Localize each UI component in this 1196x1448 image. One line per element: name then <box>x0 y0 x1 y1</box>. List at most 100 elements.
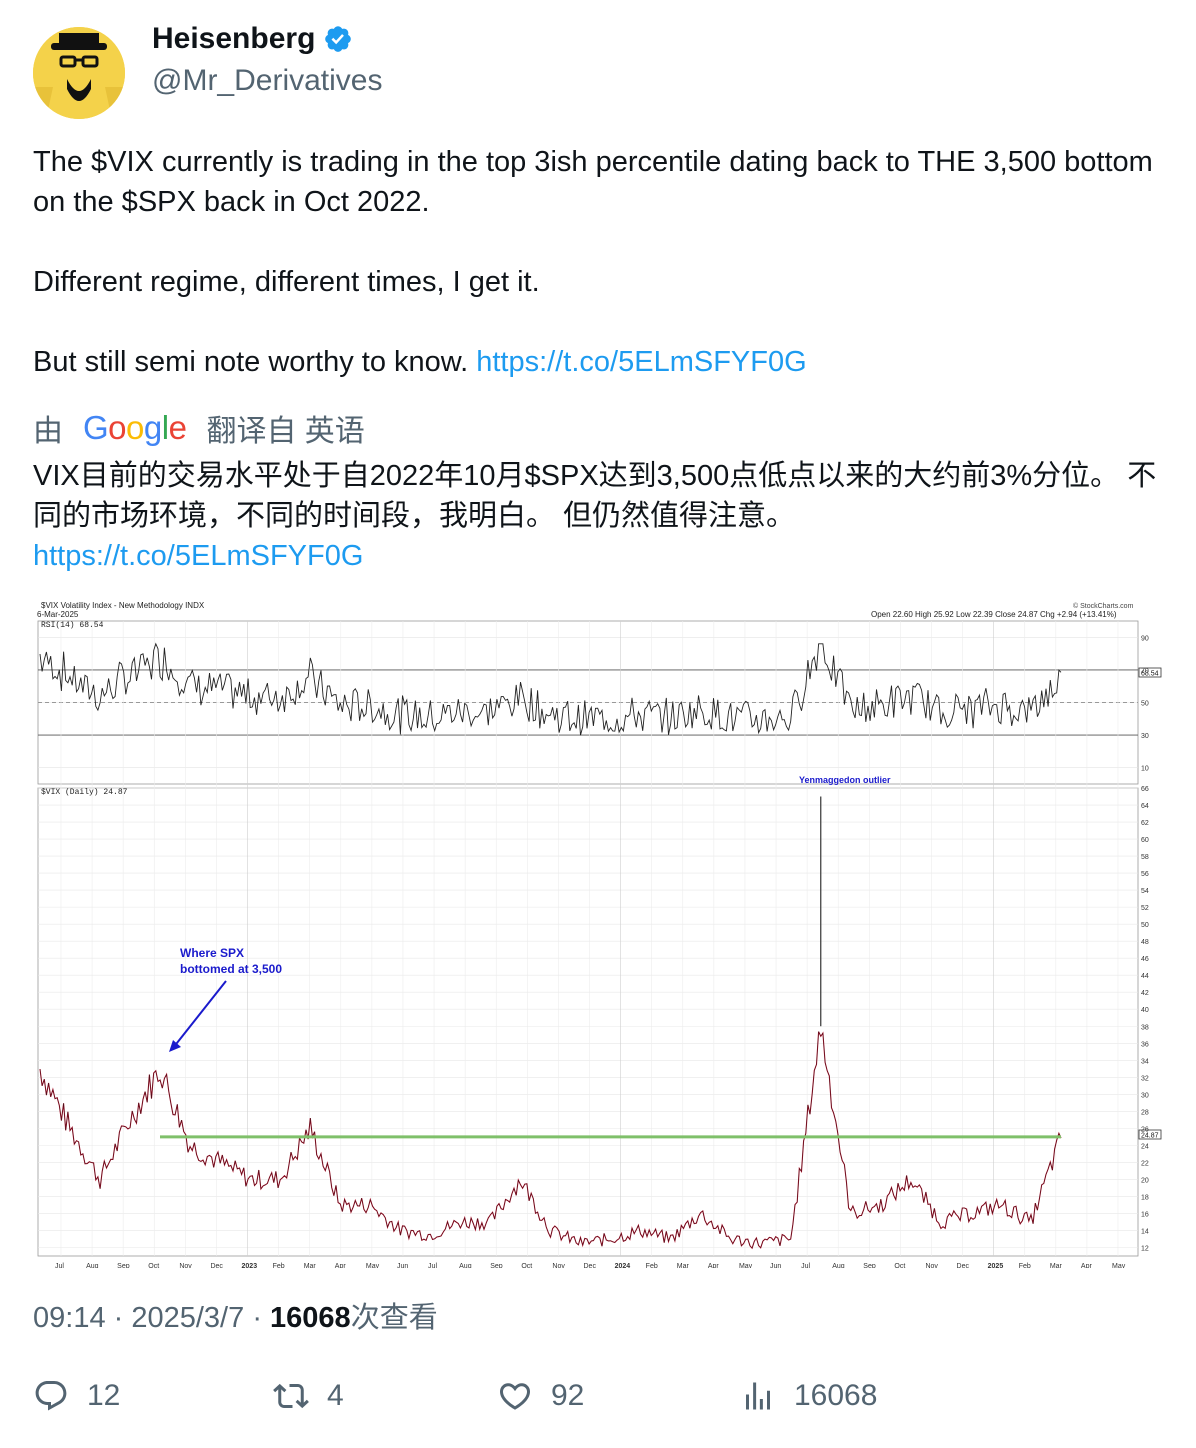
price-tick-label: 42 <box>1141 990 1149 997</box>
x-tick-label: 2023 <box>242 1263 258 1268</box>
x-tick-label: Oct <box>894 1263 905 1268</box>
verified-badge-icon <box>325 26 352 52</box>
rsi-tick-label: 70 <box>1141 668 1149 675</box>
x-tick-label: 2025 <box>988 1263 1004 1268</box>
x-tick-label: May <box>366 1263 380 1268</box>
avatar[interactable] <box>33 27 125 119</box>
price-tick-label: 64 <box>1141 803 1149 810</box>
price-tick-label: 56 <box>1141 871 1149 878</box>
price-tick-label: 18 <box>1141 1194 1149 1201</box>
x-tick-label: Jun <box>397 1263 408 1268</box>
x-tick-label: Sep <box>490 1263 503 1268</box>
x-tick-label: Nov <box>552 1263 565 1268</box>
tweet-paragraph-3-text: But still semi note worthy to know. <box>33 346 477 378</box>
translated-text: VIX目前的交易水平处于自2022年10月$SPX达到3,500点低点以来的大约… <box>33 456 1163 576</box>
x-tick-label: Dec <box>584 1263 597 1268</box>
rsi-tick-label: 30 <box>1141 733 1149 740</box>
price-tick-label: 30 <box>1141 1092 1149 1099</box>
x-tick-label: Aug <box>86 1263 99 1268</box>
price-panel-frame <box>37 787 1139 1257</box>
x-tick-label: Nov <box>925 1263 938 1268</box>
rsi-tick-label: 90 <box>1141 635 1149 642</box>
price-tick-label: 44 <box>1141 973 1149 980</box>
chart-header-ohlc: Open 22.60 High 25.92 Low 22.39 Close 24… <box>871 610 1117 619</box>
x-tick-label: Mar <box>1050 1263 1063 1268</box>
price-tick-label: 62 <box>1141 820 1149 827</box>
vix-chart: $VIX Volatility Index - New Methodology … <box>37 601 1162 1268</box>
price-tick-label: 38 <box>1141 1024 1149 1031</box>
annotation-spx-arrow <box>172 980 227 1049</box>
x-tick-label: Mar <box>677 1263 690 1268</box>
like-button[interactable]: 92 <box>497 1378 584 1414</box>
x-tick-label: Nov <box>179 1263 192 1268</box>
price-tick-label: 40 <box>1141 1007 1149 1014</box>
x-tick-label: Oct <box>521 1263 532 1268</box>
tweet-date[interactable]: 2025/3/7 <box>131 1302 245 1334</box>
repost-icon <box>273 1383 309 1409</box>
x-tick-label: Apr <box>1081 1263 1093 1268</box>
action-bar: 12 4 92 16068 <box>0 1378 1196 1422</box>
chart-header-title: $VIX Volatility Index - New Methodology … <box>41 601 205 610</box>
avatar-heisenberg-icon <box>33 27 125 119</box>
x-tick-label: Oct <box>148 1263 159 1268</box>
x-tick-label: May <box>739 1263 753 1268</box>
price-tick-label: 22 <box>1141 1160 1149 1167</box>
price-value-tag-text: 24.87 <box>1141 1133 1159 1140</box>
x-tick-label: May <box>1112 1263 1126 1268</box>
price-tick-label: 46 <box>1141 956 1149 963</box>
annotation-spx-line1: Where SPX <box>180 946 244 960</box>
price-tick-label: 34 <box>1141 1058 1149 1065</box>
tweet-link[interactable]: https://t.co/5ELmSFYF0G <box>476 346 807 378</box>
annotation-yenmaggedon: Yenmaggedon outlier <box>799 775 891 785</box>
x-tick-label: Sep <box>863 1263 876 1268</box>
price-tick-label: 26 <box>1141 1126 1149 1133</box>
rsi-tick-label: 10 <box>1141 766 1149 773</box>
x-tick-label: Feb <box>646 1263 658 1268</box>
translation-header: 由 Google 翻译自 英语 <box>33 406 365 450</box>
price-tick-label: 14 <box>1141 1228 1149 1235</box>
x-tick-label: Sep <box>117 1263 130 1268</box>
translated-paragraph: VIX目前的交易水平处于自2022年10月$SPX达到3,500点低点以来的大约… <box>33 460 1157 532</box>
vix-price-series <box>39 1031 1062 1250</box>
translated-link[interactable]: https://t.co/5ELmSFYF0G <box>33 540 364 572</box>
views-action-count: 16068 <box>794 1379 878 1412</box>
price-tick-label: 36 <box>1141 1041 1149 1048</box>
x-tick-label: Dec <box>210 1263 223 1268</box>
reply-button[interactable]: 12 <box>33 1378 120 1414</box>
chart-watermark: © StockCharts.com <box>1073 602 1134 610</box>
chart-header-date: 6-Mar-2025 <box>37 610 79 619</box>
x-tick-label: Feb <box>1019 1263 1031 1268</box>
tweet-text: The $VIX currently is trading in the top… <box>33 142 1173 382</box>
price-tick-label: 16 <box>1141 1211 1149 1218</box>
price-tick-label: 24 <box>1141 1143 1149 1150</box>
annotation-spx-arrowhead <box>169 1040 181 1052</box>
translation-by-label: 由 <box>33 415 63 448</box>
google-logo: Google <box>83 409 187 446</box>
tweet-paragraph-1: The $VIX currently is trading in the top… <box>33 146 1153 218</box>
price-tick-label: 60 <box>1141 837 1149 844</box>
repost-button[interactable]: 4 <box>273 1378 344 1414</box>
views-button[interactable]: 16068 <box>740 1378 877 1414</box>
display-name[interactable]: Heisenberg <box>152 22 316 55</box>
price-tick-label: 66 <box>1141 786 1149 793</box>
repost-count: 4 <box>327 1379 344 1412</box>
x-tick-label: 2024 <box>615 1263 631 1268</box>
price-tick-label: 50 <box>1141 922 1149 929</box>
tweet-paragraph-2: Different regime, different times, I get… <box>33 266 540 298</box>
translation-from-label[interactable]: 翻译自 英语 <box>206 415 365 448</box>
vix-price-series-shadow <box>39 1031 1062 1249</box>
views-label: 次查看 <box>350 1302 438 1334</box>
x-tick-label: Mar <box>304 1263 317 1268</box>
price-tick-label: 52 <box>1141 905 1149 912</box>
price-tick-label: 28 <box>1141 1109 1149 1116</box>
rsi-tick-label: 50 <box>1141 701 1149 708</box>
price-panel-label: $VIX (Daily) 24.87 <box>41 788 128 797</box>
chart-image[interactable]: $VIX Volatility Index - New Methodology … <box>33 596 1164 1268</box>
analytics-icon <box>746 1382 770 1410</box>
tweet-paragraph-3: But still semi note worthy to know. http… <box>33 342 1173 382</box>
tweet-time[interactable]: 09:14 <box>33 1302 106 1334</box>
annotation-spx-line2: bottomed at 3,500 <box>180 962 282 976</box>
reply-icon <box>35 1381 67 1411</box>
x-tick-label: Apr <box>335 1263 347 1268</box>
handle[interactable]: @Mr_Derivatives <box>152 64 383 97</box>
